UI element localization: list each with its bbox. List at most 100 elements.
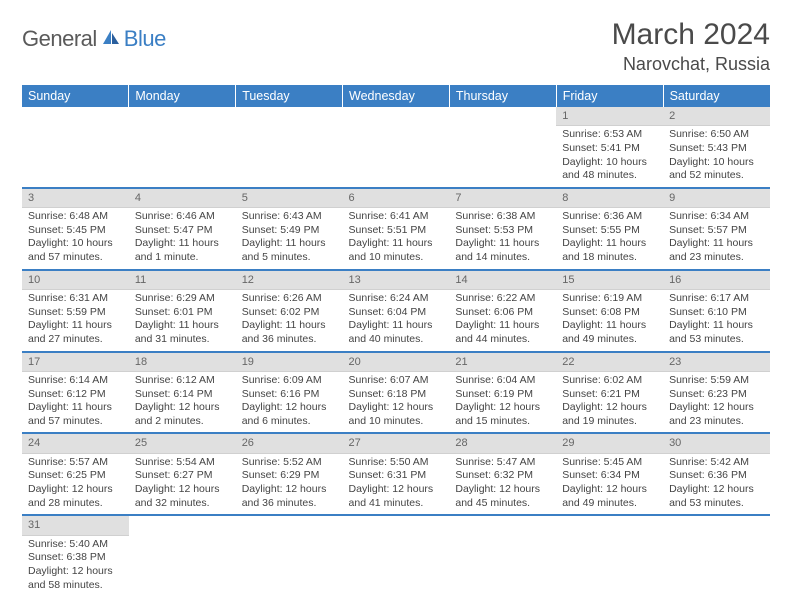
day-info: Sunrise: 6:38 AMSunset: 5:53 PMDaylight:…: [449, 208, 556, 269]
calendar-cell: 16Sunrise: 6:17 AMSunset: 6:10 PMDayligh…: [663, 270, 770, 352]
day-number: 1: [556, 107, 663, 126]
day-info: Sunrise: 6:19 AMSunset: 6:08 PMDaylight:…: [556, 290, 663, 351]
calendar-cell: 31Sunrise: 5:40 AMSunset: 6:38 PMDayligh…: [22, 515, 129, 596]
sunset-text: Sunset: 5:57 PM: [669, 224, 764, 238]
calendar-cell: 8Sunrise: 6:36 AMSunset: 5:55 PMDaylight…: [556, 188, 663, 270]
calendar-cell: 20Sunrise: 6:07 AMSunset: 6:18 PMDayligh…: [343, 352, 450, 434]
calendar-cell: 17Sunrise: 6:14 AMSunset: 6:12 PMDayligh…: [22, 352, 129, 434]
daylight-text: Daylight: 10 hours and 57 minutes.: [28, 237, 123, 264]
calendar-cell: 1Sunrise: 6:53 AMSunset: 5:41 PMDaylight…: [556, 107, 663, 188]
calendar-cell: 26Sunrise: 5:52 AMSunset: 6:29 PMDayligh…: [236, 433, 343, 515]
day-number: 12: [236, 271, 343, 290]
daylight-text: Daylight: 11 hours and 5 minutes.: [242, 237, 337, 264]
calendar-cell: [343, 515, 450, 596]
daylight-text: Daylight: 10 hours and 52 minutes.: [669, 156, 764, 183]
daylight-text: Daylight: 12 hours and 23 minutes.: [669, 401, 764, 428]
daylight-text: Daylight: 11 hours and 57 minutes.: [28, 401, 123, 428]
daylight-text: Daylight: 11 hours and 23 minutes.: [669, 237, 764, 264]
sunrise-text: Sunrise: 6:43 AM: [242, 210, 337, 224]
day-info: Sunrise: 6:22 AMSunset: 6:06 PMDaylight:…: [449, 290, 556, 351]
calendar-cell: [22, 107, 129, 188]
sunrise-text: Sunrise: 6:04 AM: [455, 374, 550, 388]
daylight-text: Daylight: 12 hours and 53 minutes.: [669, 483, 764, 510]
day-info: Sunrise: 6:43 AMSunset: 5:49 PMDaylight:…: [236, 208, 343, 269]
sunset-text: Sunset: 5:43 PM: [669, 142, 764, 156]
day-info: Sunrise: 6:14 AMSunset: 6:12 PMDaylight:…: [22, 372, 129, 433]
calendar-cell: 23Sunrise: 5:59 AMSunset: 6:23 PMDayligh…: [663, 352, 770, 434]
day-info: Sunrise: 6:29 AMSunset: 6:01 PMDaylight:…: [129, 290, 236, 351]
month-title: March 2024: [612, 18, 770, 52]
sunrise-text: Sunrise: 6:22 AM: [455, 292, 550, 306]
sunrise-text: Sunrise: 6:09 AM: [242, 374, 337, 388]
calendar-cell: 30Sunrise: 5:42 AMSunset: 6:36 PMDayligh…: [663, 433, 770, 515]
sunrise-text: Sunrise: 5:42 AM: [669, 456, 764, 470]
location: Narovchat, Russia: [612, 54, 770, 75]
day-number: 14: [449, 271, 556, 290]
day-number: 10: [22, 271, 129, 290]
day-info: Sunrise: 5:47 AMSunset: 6:32 PMDaylight:…: [449, 454, 556, 515]
day-info: Sunrise: 6:02 AMSunset: 6:21 PMDaylight:…: [556, 372, 663, 433]
day-number: 2: [663, 107, 770, 126]
sunset-text: Sunset: 5:59 PM: [28, 306, 123, 320]
day-info: Sunrise: 5:52 AMSunset: 6:29 PMDaylight:…: [236, 454, 343, 515]
sunset-text: Sunset: 6:01 PM: [135, 306, 230, 320]
day-number: 3: [22, 189, 129, 208]
sunrise-text: Sunrise: 6:14 AM: [28, 374, 123, 388]
daylight-text: Daylight: 11 hours and 18 minutes.: [562, 237, 657, 264]
sunset-text: Sunset: 6:10 PM: [669, 306, 764, 320]
sunset-text: Sunset: 6:29 PM: [242, 469, 337, 483]
calendar-cell: [129, 515, 236, 596]
daylight-text: Daylight: 12 hours and 32 minutes.: [135, 483, 230, 510]
calendar-cell: 25Sunrise: 5:54 AMSunset: 6:27 PMDayligh…: [129, 433, 236, 515]
sunset-text: Sunset: 6:19 PM: [455, 388, 550, 402]
day-number: 29: [556, 434, 663, 453]
sunrise-text: Sunrise: 6:38 AM: [455, 210, 550, 224]
day-number: 28: [449, 434, 556, 453]
sunrise-text: Sunrise: 6:53 AM: [562, 128, 657, 142]
daylight-text: Daylight: 12 hours and 19 minutes.: [562, 401, 657, 428]
day-info: Sunrise: 6:04 AMSunset: 6:19 PMDaylight:…: [449, 372, 556, 433]
header: General Blue March 2024 Narovchat, Russi…: [22, 18, 770, 75]
sunrise-text: Sunrise: 5:52 AM: [242, 456, 337, 470]
calendar-body: 1Sunrise: 6:53 AMSunset: 5:41 PMDaylight…: [22, 107, 770, 596]
daylight-text: Daylight: 12 hours and 49 minutes.: [562, 483, 657, 510]
calendar-cell: 18Sunrise: 6:12 AMSunset: 6:14 PMDayligh…: [129, 352, 236, 434]
day-info: Sunrise: 6:07 AMSunset: 6:18 PMDaylight:…: [343, 372, 450, 433]
calendar-week-row: 17Sunrise: 6:14 AMSunset: 6:12 PMDayligh…: [22, 352, 770, 434]
sunset-text: Sunset: 6:38 PM: [28, 551, 123, 565]
calendar-cell: 19Sunrise: 6:09 AMSunset: 6:16 PMDayligh…: [236, 352, 343, 434]
day-number: 19: [236, 353, 343, 372]
calendar-cell: 4Sunrise: 6:46 AMSunset: 5:47 PMDaylight…: [129, 188, 236, 270]
day-number: 18: [129, 353, 236, 372]
calendar-cell: 28Sunrise: 5:47 AMSunset: 6:32 PMDayligh…: [449, 433, 556, 515]
sunrise-text: Sunrise: 6:50 AM: [669, 128, 764, 142]
calendar-week-row: 3Sunrise: 6:48 AMSunset: 5:45 PMDaylight…: [22, 188, 770, 270]
sunset-text: Sunset: 6:31 PM: [349, 469, 444, 483]
day-info: Sunrise: 6:53 AMSunset: 5:41 PMDaylight:…: [556, 126, 663, 187]
day-number: 6: [343, 189, 450, 208]
day-number: 25: [129, 434, 236, 453]
day-number: 23: [663, 353, 770, 372]
day-info: Sunrise: 6:41 AMSunset: 5:51 PMDaylight:…: [343, 208, 450, 269]
sunrise-text: Sunrise: 5:54 AM: [135, 456, 230, 470]
daylight-text: Daylight: 11 hours and 49 minutes.: [562, 319, 657, 346]
sunset-text: Sunset: 6:04 PM: [349, 306, 444, 320]
day-number: 5: [236, 189, 343, 208]
sunset-text: Sunset: 6:36 PM: [669, 469, 764, 483]
daylight-text: Daylight: 11 hours and 53 minutes.: [669, 319, 764, 346]
calendar-cell: [663, 515, 770, 596]
day-info: Sunrise: 5:57 AMSunset: 6:25 PMDaylight:…: [22, 454, 129, 515]
calendar-cell: 27Sunrise: 5:50 AMSunset: 6:31 PMDayligh…: [343, 433, 450, 515]
sunset-text: Sunset: 6:08 PM: [562, 306, 657, 320]
logo-text-general: General: [22, 26, 97, 52]
calendar-cell: [449, 515, 556, 596]
sunset-text: Sunset: 5:55 PM: [562, 224, 657, 238]
calendar-cell: [449, 107, 556, 188]
daylight-text: Daylight: 11 hours and 31 minutes.: [135, 319, 230, 346]
daylight-text: Daylight: 11 hours and 10 minutes.: [349, 237, 444, 264]
day-info: Sunrise: 6:24 AMSunset: 6:04 PMDaylight:…: [343, 290, 450, 351]
calendar-cell: [129, 107, 236, 188]
weekday-header: Friday: [556, 85, 663, 107]
weekday-header: Thursday: [449, 85, 556, 107]
calendar-cell: [343, 107, 450, 188]
